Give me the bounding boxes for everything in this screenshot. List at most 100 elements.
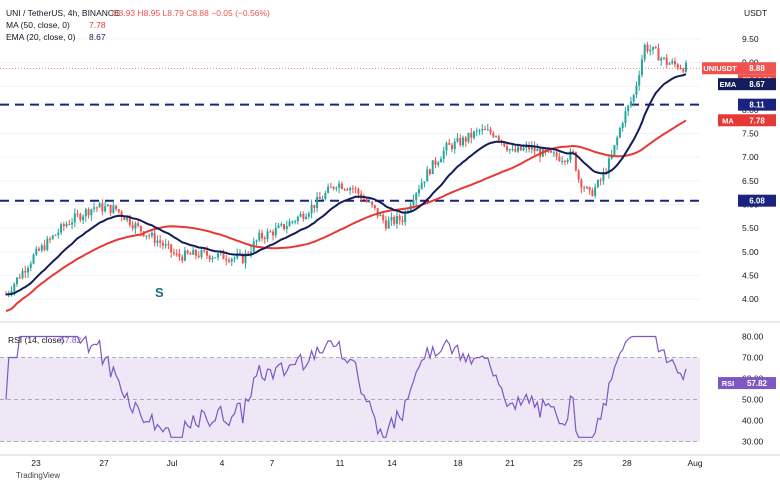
candle-body	[65, 223, 68, 227]
candle-body	[646, 44, 649, 52]
time-tick-label: 7	[270, 458, 275, 468]
candle-body	[638, 75, 641, 86]
candle-body	[128, 217, 131, 226]
candle-body	[222, 251, 225, 260]
price-tick-label: 4.00	[742, 294, 759, 304]
candle-body	[183, 250, 186, 261]
candle-body	[423, 181, 426, 184]
candle-body	[588, 186, 591, 191]
time-tick-label: 25	[573, 458, 583, 468]
candle-body	[453, 141, 456, 150]
price-tick-label: 7.00	[742, 152, 759, 162]
candle-body	[511, 148, 514, 150]
candle-body	[280, 224, 283, 226]
candle-body	[93, 207, 96, 210]
candle-body	[95, 207, 98, 209]
rsi-tick-label: 80.00	[742, 332, 764, 342]
ma-value: 7.78	[89, 20, 106, 30]
candle-body	[310, 205, 313, 214]
candle-body	[38, 248, 41, 251]
candle-body	[274, 227, 277, 236]
candle-body	[635, 85, 638, 95]
candle-body	[216, 253, 219, 258]
candle-body	[197, 255, 200, 257]
candle-body	[205, 251, 208, 256]
time-tick-label: 11	[336, 458, 345, 468]
candle-body	[285, 226, 288, 230]
candle-body	[442, 150, 445, 160]
time-tick-label: 21	[505, 458, 515, 468]
candle-body	[497, 136, 500, 141]
candle-body	[153, 232, 156, 243]
candle-body	[657, 48, 660, 61]
candle-body	[27, 268, 30, 273]
candle-body	[208, 255, 211, 260]
tag-value-box	[738, 114, 776, 127]
candle-body	[32, 254, 35, 264]
candle-body	[211, 257, 214, 260]
candle-body	[327, 186, 330, 193]
candle-body	[172, 252, 175, 254]
candle-body	[566, 159, 569, 162]
candle-body	[35, 248, 38, 255]
candle-body	[324, 192, 327, 199]
candle-body	[640, 59, 643, 76]
indicator-lines	[5, 73, 687, 312]
candle-body	[112, 205, 115, 213]
candle-body	[247, 252, 250, 255]
candle-body	[387, 220, 390, 229]
tag-label-box	[718, 114, 738, 127]
candle-body	[203, 250, 206, 252]
candle-body	[610, 155, 613, 159]
candle-body	[115, 205, 118, 210]
candle-body	[84, 209, 87, 217]
candle-body	[473, 131, 476, 138]
candle-body	[517, 146, 520, 152]
candle-body	[161, 242, 164, 246]
candle-body	[90, 209, 93, 216]
candle-body	[431, 160, 434, 175]
candle-body	[379, 214, 382, 217]
candle-body	[662, 57, 665, 59]
tag-label: MA	[722, 116, 734, 125]
candle-body	[404, 211, 407, 223]
ma-label: MA (50, close, 0)	[6, 20, 70, 30]
candle-body	[495, 136, 498, 138]
candle-body	[599, 179, 602, 181]
axis-tags: UNIUSDT8.8802:14:56EMA8.678.11MA7.786.08…	[702, 62, 776, 390]
candle-body	[18, 277, 21, 279]
candle-body	[21, 271, 24, 279]
candle-body	[62, 224, 65, 227]
candle-body	[291, 221, 294, 223]
time-tick-label: 14	[387, 458, 397, 468]
rsi-tick-label: 70.00	[742, 353, 764, 363]
candle-body	[412, 200, 415, 206]
price-tick-label: 7.50	[742, 129, 759, 139]
candle-body	[316, 196, 319, 208]
tag-label: RSI	[722, 379, 735, 388]
tag-label-box	[718, 78, 738, 91]
candle-body	[376, 208, 379, 217]
rsi-value: 57.82	[60, 335, 82, 345]
candle-body	[60, 224, 63, 233]
tag-label: UNIUSDT	[703, 64, 737, 73]
horizontal-levels	[0, 67, 700, 202]
candle-body	[134, 223, 137, 229]
candle-body	[288, 221, 291, 227]
candle-body	[349, 188, 352, 191]
tag-label: EMA	[720, 80, 737, 89]
legend: UNI / TetherUS, 4h, BINANCE O8.93 H8.95 …	[6, 8, 767, 480]
candle-body	[266, 231, 269, 240]
candle-body	[629, 101, 632, 106]
candle-body	[572, 151, 575, 153]
candle-body	[43, 245, 46, 250]
candle-body	[148, 235, 151, 237]
candle-body	[120, 211, 123, 217]
tag-value-box	[738, 78, 776, 91]
candle-body	[676, 64, 679, 69]
candle-body	[277, 225, 280, 228]
candle-body	[340, 183, 343, 190]
candle-body	[299, 214, 302, 217]
tag-value: 6.08	[749, 197, 765, 206]
